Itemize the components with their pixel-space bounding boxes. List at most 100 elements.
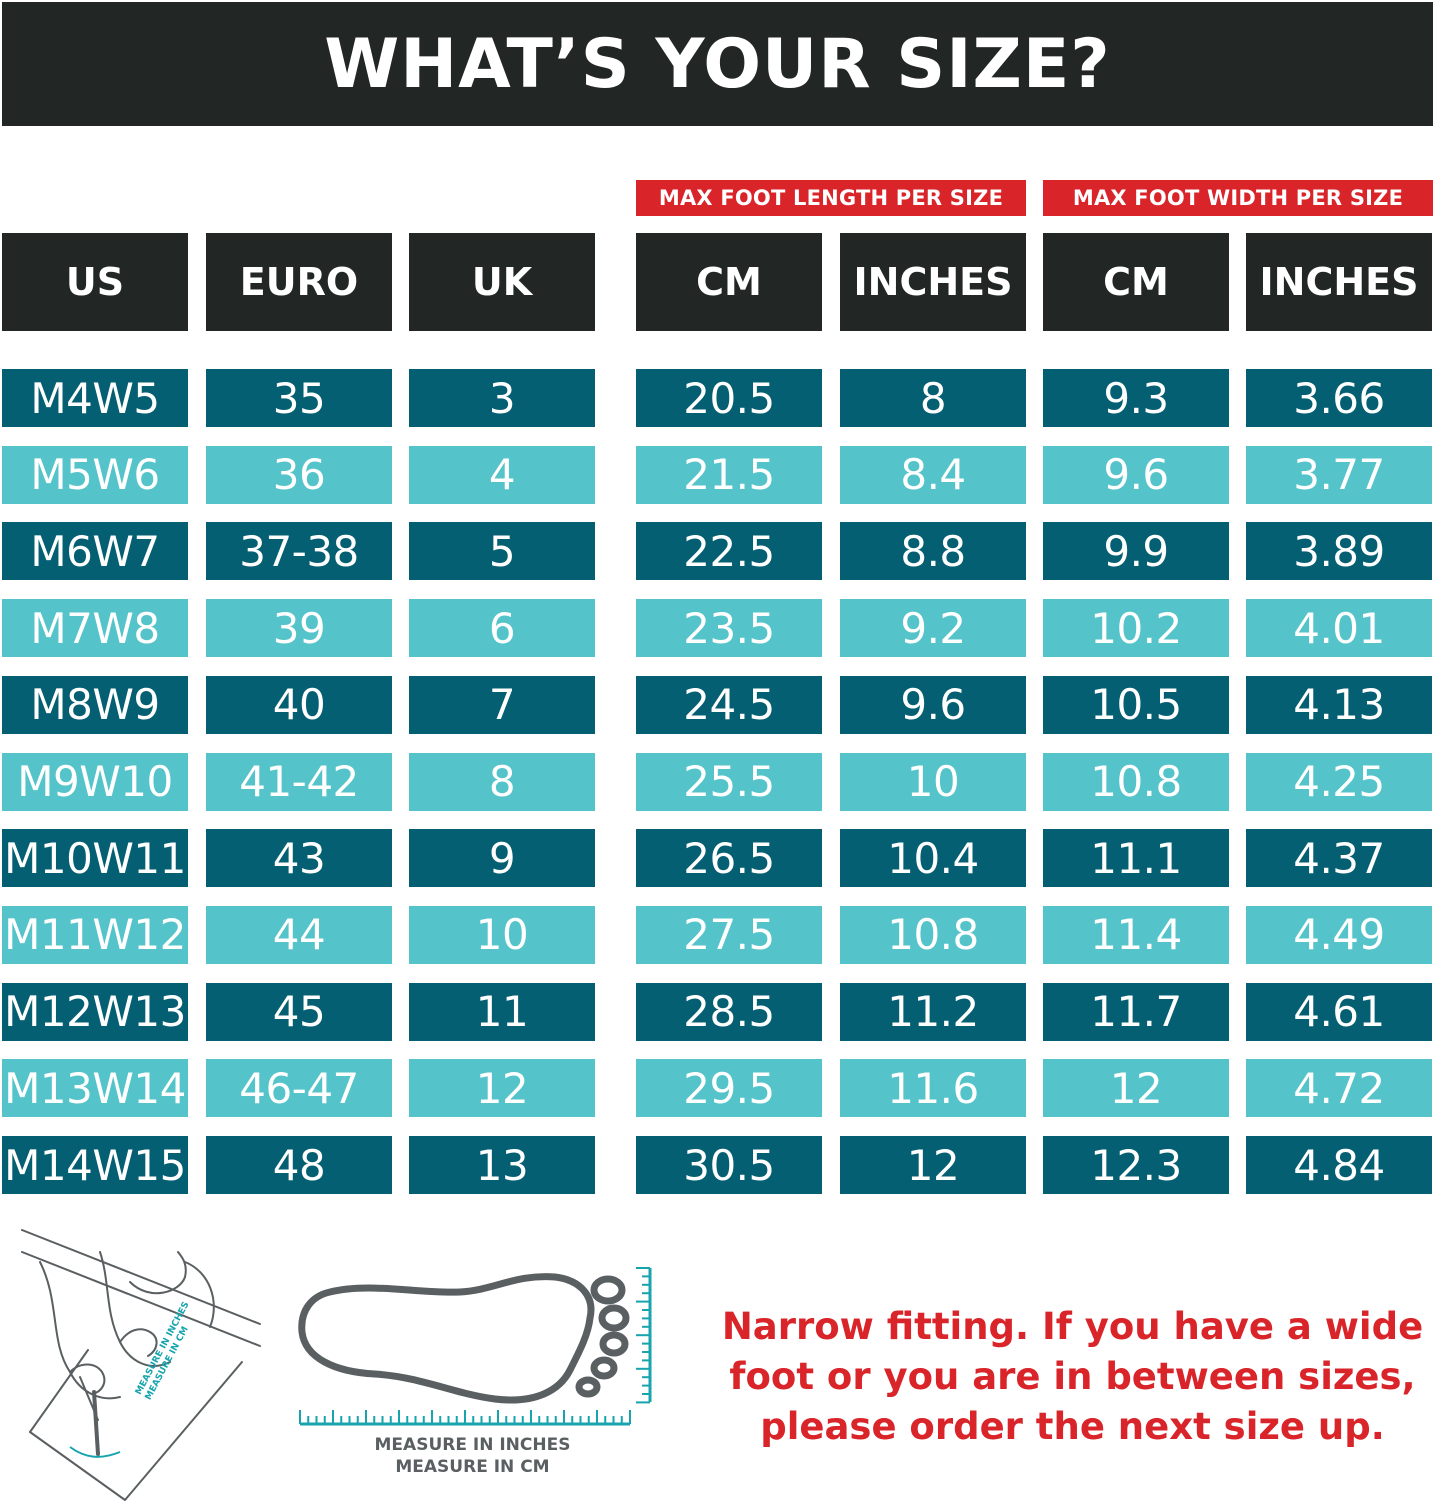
cell-euro: 37-38 bbox=[206, 522, 392, 581]
cell-us: M7W8 bbox=[2, 599, 188, 658]
cell-length-inches: 12 bbox=[840, 1136, 1026, 1194]
page-title: WHAT’S YOUR SIZE? bbox=[324, 24, 1111, 104]
cell-uk: 6 bbox=[409, 599, 595, 658]
cell-us: M9W10 bbox=[2, 752, 188, 811]
cell-width-cm: 9.6 bbox=[1043, 445, 1229, 504]
cell-length-inches: 11.2 bbox=[840, 982, 1026, 1041]
cell-length-inches: 10 bbox=[840, 752, 1026, 811]
cell-us: M13W14 bbox=[2, 1059, 188, 1118]
cell-width-inches: 4.72 bbox=[1246, 1059, 1432, 1118]
group-label-width: MAX FOOT WIDTH PER SIZE bbox=[1043, 180, 1433, 216]
cell-length-cm: 20.5 bbox=[636, 369, 822, 427]
cell-width-inches: 4.01 bbox=[1246, 599, 1432, 658]
measure-inches-label: MEASURE IN INCHES bbox=[374, 1435, 571, 1455]
cell-length-cm: 24.5 bbox=[636, 675, 822, 734]
toe-icon bbox=[575, 1376, 601, 1398]
toe-icon bbox=[599, 1331, 629, 1357]
cell-uk: 3 bbox=[409, 369, 595, 427]
cell-width-cm: 10.2 bbox=[1043, 599, 1229, 658]
cell-uk: 12 bbox=[409, 1059, 595, 1118]
column-header-euro: EURO bbox=[206, 233, 392, 331]
cell-length-cm: 28.5 bbox=[636, 982, 822, 1041]
cell-uk: 10 bbox=[409, 905, 595, 964]
cell-uk: 9 bbox=[409, 829, 595, 888]
cell-euro: 40 bbox=[206, 675, 392, 734]
cell-euro: 41-42 bbox=[206, 752, 392, 811]
cell-length-inches: 8.8 bbox=[840, 522, 1026, 581]
cell-euro: 35 bbox=[206, 369, 392, 427]
measure-caption: MEASURE IN INCHES MEASURE IN CM bbox=[300, 1434, 645, 1478]
cell-width-cm: 10.8 bbox=[1043, 752, 1229, 811]
cell-euro: 36 bbox=[206, 445, 392, 504]
cell-length-inches: 10.4 bbox=[840, 829, 1026, 888]
cell-us: M12W13 bbox=[2, 982, 188, 1041]
toe-icon bbox=[598, 1304, 630, 1332]
cell-width-inches: 4.49 bbox=[1246, 905, 1432, 964]
footprint-ruler-illustration bbox=[298, 1267, 652, 1426]
cell-length-inches: 10.8 bbox=[840, 905, 1026, 964]
fit-note: Narrow fitting. If you have a wide foot … bbox=[721, 1305, 1424, 1448]
cell-uk: 5 bbox=[409, 522, 595, 581]
column-header-width-cm: CM bbox=[1043, 233, 1229, 331]
cell-euro: 45 bbox=[206, 982, 392, 1041]
cell-uk: 4 bbox=[409, 445, 595, 504]
cell-length-cm: 26.5 bbox=[636, 829, 822, 888]
cell-length-inches: 8.4 bbox=[840, 445, 1026, 504]
cell-length-cm: 21.5 bbox=[636, 445, 822, 504]
cell-width-inches: 4.84 bbox=[1246, 1136, 1432, 1194]
toe-icon bbox=[590, 1356, 618, 1380]
column-header-uk: UK bbox=[409, 233, 595, 331]
cell-width-inches: 3.66 bbox=[1246, 369, 1432, 427]
cell-us: M6W7 bbox=[2, 522, 188, 581]
cell-width-cm: 9.9 bbox=[1043, 522, 1229, 581]
column-header-length-inches: INCHES bbox=[840, 233, 1026, 331]
column-header-width-inches: INCHES bbox=[1246, 233, 1432, 331]
toe-icon bbox=[590, 1275, 626, 1305]
cell-width-cm: 10.5 bbox=[1043, 675, 1229, 734]
cell-width-inches: 3.77 bbox=[1246, 445, 1432, 504]
cell-width-cm: 12.3 bbox=[1043, 1136, 1229, 1194]
title-banner: WHAT’S YOUR SIZE? bbox=[2, 2, 1433, 126]
cell-width-cm: 9.3 bbox=[1043, 369, 1229, 427]
cell-euro: 48 bbox=[206, 1136, 392, 1194]
cell-length-inches: 8 bbox=[840, 369, 1026, 427]
cell-width-inches: 4.37 bbox=[1246, 829, 1432, 888]
cell-us: M11W12 bbox=[2, 905, 188, 964]
group-label-length: MAX FOOT LENGTH PER SIZE bbox=[636, 180, 1026, 216]
column-header-length-cm: CM bbox=[636, 233, 822, 331]
cell-width-cm: 11.1 bbox=[1043, 829, 1229, 888]
cell-us: M8W9 bbox=[2, 675, 188, 734]
cell-euro: 39 bbox=[206, 599, 392, 658]
cell-length-cm: 25.5 bbox=[636, 752, 822, 811]
cell-uk: 13 bbox=[409, 1136, 595, 1194]
cell-length-cm: 22.5 bbox=[636, 522, 822, 581]
cell-width-cm: 12 bbox=[1043, 1059, 1229, 1118]
cell-width-cm: 11.7 bbox=[1043, 982, 1229, 1041]
hand-measuring-illustration bbox=[21, 1229, 261, 1501]
cell-width-inches: 3.89 bbox=[1246, 522, 1432, 581]
cell-us: M10W11 bbox=[2, 829, 188, 888]
cell-length-inches: 9.6 bbox=[840, 675, 1026, 734]
cell-euro: 46-47 bbox=[206, 1059, 392, 1118]
cell-length-cm: 29.5 bbox=[636, 1059, 822, 1118]
column-header-us: US bbox=[2, 233, 188, 331]
cell-width-cm: 11.4 bbox=[1043, 905, 1229, 964]
cell-width-inches: 4.61 bbox=[1246, 982, 1432, 1041]
cell-length-cm: 23.5 bbox=[636, 599, 822, 658]
cell-length-inches: 11.6 bbox=[840, 1059, 1026, 1118]
cell-uk: 11 bbox=[409, 982, 595, 1041]
cell-uk: 7 bbox=[409, 675, 595, 734]
cell-us: M5W6 bbox=[2, 445, 188, 504]
cell-us: M14W15 bbox=[2, 1136, 188, 1194]
foot-outline-icon bbox=[298, 1273, 595, 1404]
cell-euro: 44 bbox=[206, 905, 392, 964]
cell-length-cm: 27.5 bbox=[636, 905, 822, 964]
cell-us: M4W5 bbox=[2, 369, 188, 427]
cell-width-inches: 4.25 bbox=[1246, 752, 1432, 811]
cell-width-inches: 4.13 bbox=[1246, 675, 1432, 734]
cell-uk: 8 bbox=[409, 752, 595, 811]
cell-length-cm: 30.5 bbox=[636, 1136, 822, 1194]
measure-cm-label: MEASURE IN CM bbox=[395, 1457, 550, 1477]
cell-euro: 43 bbox=[206, 829, 392, 888]
cell-length-inches: 9.2 bbox=[840, 599, 1026, 658]
